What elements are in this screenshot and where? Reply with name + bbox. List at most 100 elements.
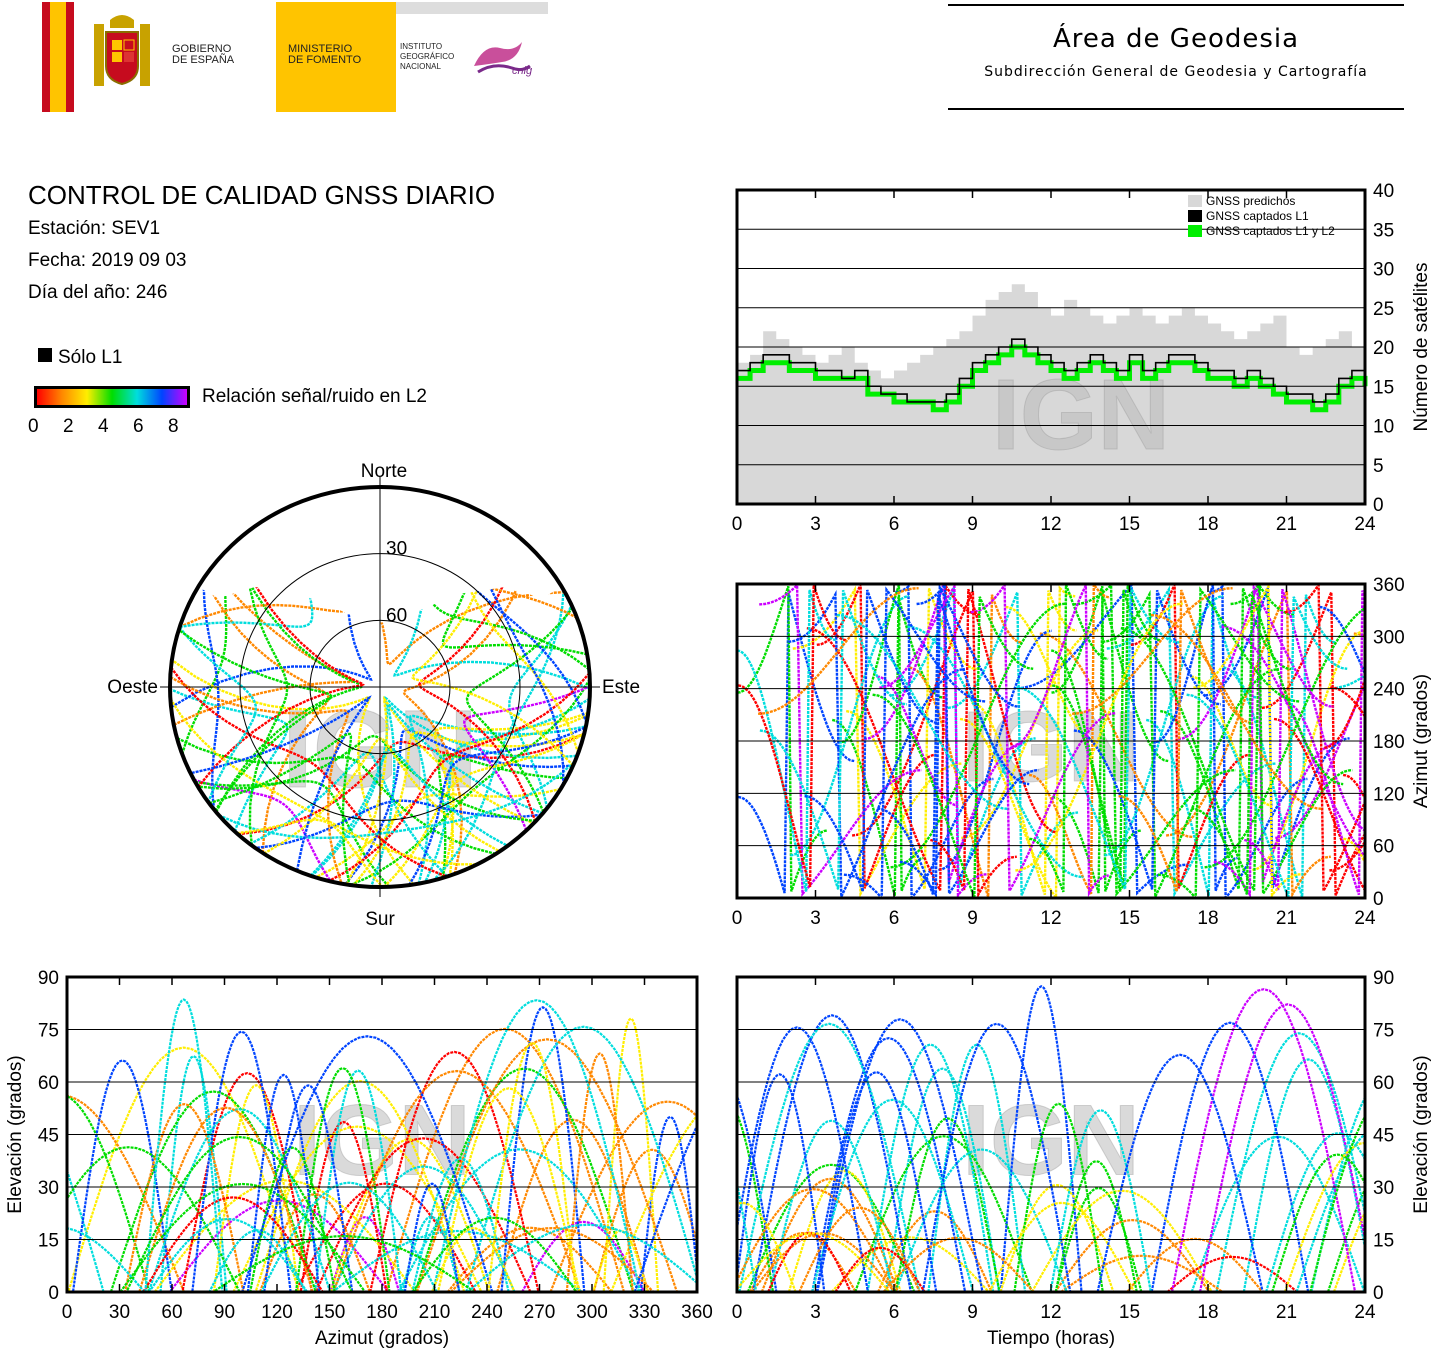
x-tick-label: 120	[261, 1302, 293, 1323]
x-tick-label: 3	[810, 1302, 821, 1323]
y-tick-label: 25	[1373, 299, 1394, 320]
elevation-time-chart: IGN0 3 6 9 12 15 18 21 240153045607590Elevación …	[700, 964, 1445, 1350]
doy-label: Día del año: 246	[28, 282, 167, 304]
y-tick-label: 0	[1373, 1283, 1384, 1304]
x-tick-label: 0	[732, 514, 743, 535]
station-label: Estación: SEV1	[28, 218, 160, 240]
x-tick-label: 300	[576, 1302, 608, 1323]
x-axis-label: Tiempo (horas)	[987, 1328, 1115, 1349]
coat-of-arms-icon	[74, 2, 174, 112]
y-tick-label: 120	[1373, 784, 1405, 805]
ign-name: INSTITUTO GEOGRÁFICO NACIONAL	[400, 42, 454, 72]
snr-tick: 6	[133, 416, 144, 438]
x-tick-label: 240	[471, 1302, 503, 1323]
header-rule-top	[948, 4, 1404, 6]
y-tick-label: 90	[1373, 968, 1394, 989]
y-tick-label: 75	[1373, 1021, 1394, 1042]
y-tick-label: 360	[1373, 575, 1405, 596]
snr-tick: 0	[28, 416, 39, 438]
l1-only-swatch	[38, 348, 52, 362]
y-tick-label: 240	[1373, 680, 1405, 701]
x-tick-label: 21	[1276, 514, 1297, 535]
x-tick-label: 9	[967, 1302, 978, 1323]
l1-only-label: Sólo L1	[58, 347, 122, 369]
snr-tick: 2	[63, 416, 74, 438]
flag-stripe-red-2	[66, 2, 74, 112]
y-tick-label: 90	[38, 968, 59, 989]
y-tick-label: 45	[1373, 1126, 1394, 1147]
y-axis-label: Número de satélites	[1411, 263, 1432, 432]
y-tick-label: 0	[1373, 889, 1384, 910]
x-tick-label: 0	[732, 1302, 743, 1323]
snr-tick: 8	[168, 416, 179, 438]
x-tick-label: 15	[1119, 908, 1140, 929]
east-label: Este	[602, 677, 640, 698]
y-tick-label: 10	[1373, 417, 1394, 438]
y-tick-label: 300	[1373, 627, 1405, 648]
x-tick-label: 9	[967, 514, 978, 535]
north-label: Norte	[361, 461, 407, 482]
gov-name: GOBIERNO DE ESPAÑA	[172, 44, 234, 66]
x-tick-label: 24	[1354, 514, 1376, 535]
y-tick-label: 15	[1373, 377, 1394, 398]
flag-stripe-yellow	[50, 2, 66, 112]
x-tick-label: 0	[62, 1302, 73, 1323]
x-tick-label: 12	[1040, 908, 1061, 929]
x-tick-label: 9	[967, 908, 978, 929]
x-tick-label: 30	[109, 1302, 130, 1323]
legend-label: GNSS captados L1 y L2	[1206, 224, 1335, 238]
x-tick-label: 90	[214, 1302, 235, 1323]
snr-tick: 4	[98, 416, 109, 438]
y-tick-label: 5	[1373, 456, 1384, 477]
ministry-panel: MINISTERIO DE FOMENTO	[276, 2, 396, 112]
snr-color-scale	[34, 386, 190, 408]
legend-label: GNSS predichos	[1206, 194, 1295, 208]
svg-text:cnig: cnig	[512, 65, 533, 77]
y-tick-label: 15	[38, 1231, 59, 1252]
y-tick-label: 35	[1373, 220, 1394, 241]
x-tick-label: 12	[1040, 514, 1061, 535]
y-tick-label: 60	[1373, 1073, 1394, 1094]
x-tick-label: 21	[1276, 908, 1297, 929]
x-tick-label: 6	[889, 514, 900, 535]
legend-swatch	[1188, 195, 1202, 207]
header-rule-bottom	[948, 108, 1404, 110]
x-tick-label: 15	[1119, 514, 1140, 535]
cnig-logo-icon: cnig	[468, 36, 540, 82]
x-tick-label: 21	[1276, 1302, 1297, 1323]
y-tick-label: 45	[38, 1126, 59, 1147]
x-tick-label: 0	[732, 908, 743, 929]
snr-label: Relación señal/ruido en L2	[202, 386, 427, 408]
x-tick-label: 3	[810, 514, 821, 535]
y-tick-label: 0	[1373, 495, 1384, 516]
flag-stripe-red	[42, 2, 50, 112]
x-tick-label: 210	[419, 1302, 451, 1323]
report-title: CONTROL DE CALIDAD GNSS DIARIO	[28, 180, 495, 211]
legend-label: GNSS captados L1	[1206, 209, 1309, 223]
x-tick-label: 60	[161, 1302, 182, 1323]
x-tick-label: 3	[810, 908, 821, 929]
x-tick-label: 18	[1197, 514, 1218, 535]
y-tick-label: 40	[1373, 181, 1394, 202]
y-tick-label: 180	[1373, 732, 1405, 753]
x-tick-label: 18	[1197, 908, 1218, 929]
date-label: Fecha: 2019 09 03	[28, 250, 186, 272]
x-axis-label: Azimut (grados)	[315, 1328, 449, 1349]
x-tick-label: 24	[1354, 1302, 1376, 1323]
y-axis-label: Elevación (grados)	[1411, 1055, 1432, 1213]
header-gray-bar	[396, 2, 548, 14]
legend-swatch	[1188, 210, 1202, 222]
x-tick-label: 18	[1197, 1302, 1218, 1323]
snr-ticks: 0 2 4 6 8	[28, 416, 198, 438]
west-label: Oeste	[107, 677, 158, 698]
elevation-azimuth-chart: IGN 0 30 60 90 120 150 180 210 240 270 300 330 360 0 15…	[0, 964, 720, 1350]
x-tick-label: 24	[1354, 908, 1376, 929]
y-tick-label: 60	[38, 1073, 59, 1094]
y-tick-label: 15	[1373, 1231, 1394, 1252]
y-tick-label: 75	[38, 1021, 59, 1042]
ring-label: 60	[386, 605, 407, 626]
y-tick-label: 60	[1373, 837, 1394, 858]
ministry-name: MINISTERIO DE FOMENTO	[288, 44, 361, 66]
